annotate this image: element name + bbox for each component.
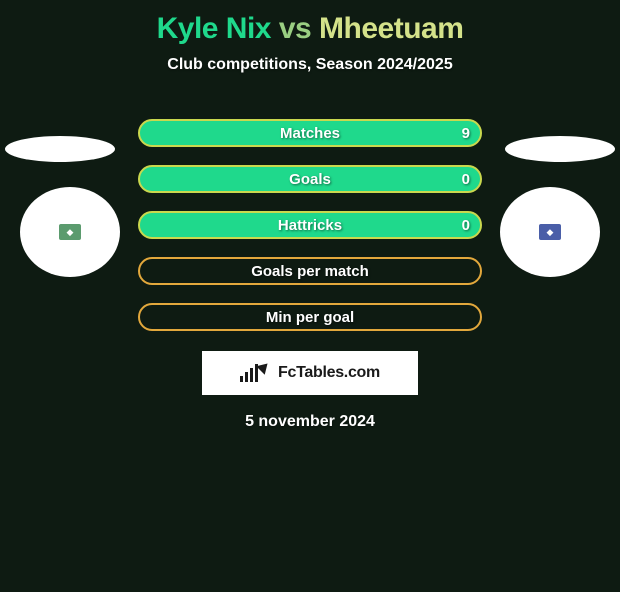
stat-value: 0 [462, 171, 470, 188]
stat-row-min-per-goal: Min per goal [138, 303, 482, 331]
page-title: Kyle Nix vs Mheetuam [0, 12, 620, 46]
title-vs: vs [279, 12, 311, 45]
stat-value: 0 [462, 217, 470, 234]
logo-text: FcTables.com [278, 364, 380, 382]
arrow-icon [256, 359, 272, 375]
stat-label: Hattricks [278, 217, 342, 234]
stat-row-goals: Goals 0 [138, 165, 482, 193]
stats-container: Matches 9 Goals 0 Hattricks 0 Goals per match M… [0, 119, 620, 331]
site-logo: FcTables.com [202, 351, 418, 395]
chart-icon [240, 364, 258, 382]
title-player2: Mheetuam [319, 12, 463, 45]
date-label: 5 november 2024 [0, 413, 620, 431]
subtitle: Club competitions, Season 2024/2025 [0, 56, 620, 74]
title-player1: Kyle Nix [157, 12, 271, 45]
stat-row-goals-per-match: Goals per match [138, 257, 482, 285]
stat-label: Goals per match [251, 263, 369, 280]
stat-row-hattricks: Hattricks 0 [138, 211, 482, 239]
stat-row-matches: Matches 9 [138, 119, 482, 147]
stat-value: 9 [462, 125, 470, 142]
stat-label: Min per goal [266, 309, 354, 326]
stat-label: Matches [280, 125, 340, 142]
stat-label: Goals [289, 171, 331, 188]
stat-pills: Matches 9 Goals 0 Hattricks 0 Goals per match M… [138, 119, 482, 331]
